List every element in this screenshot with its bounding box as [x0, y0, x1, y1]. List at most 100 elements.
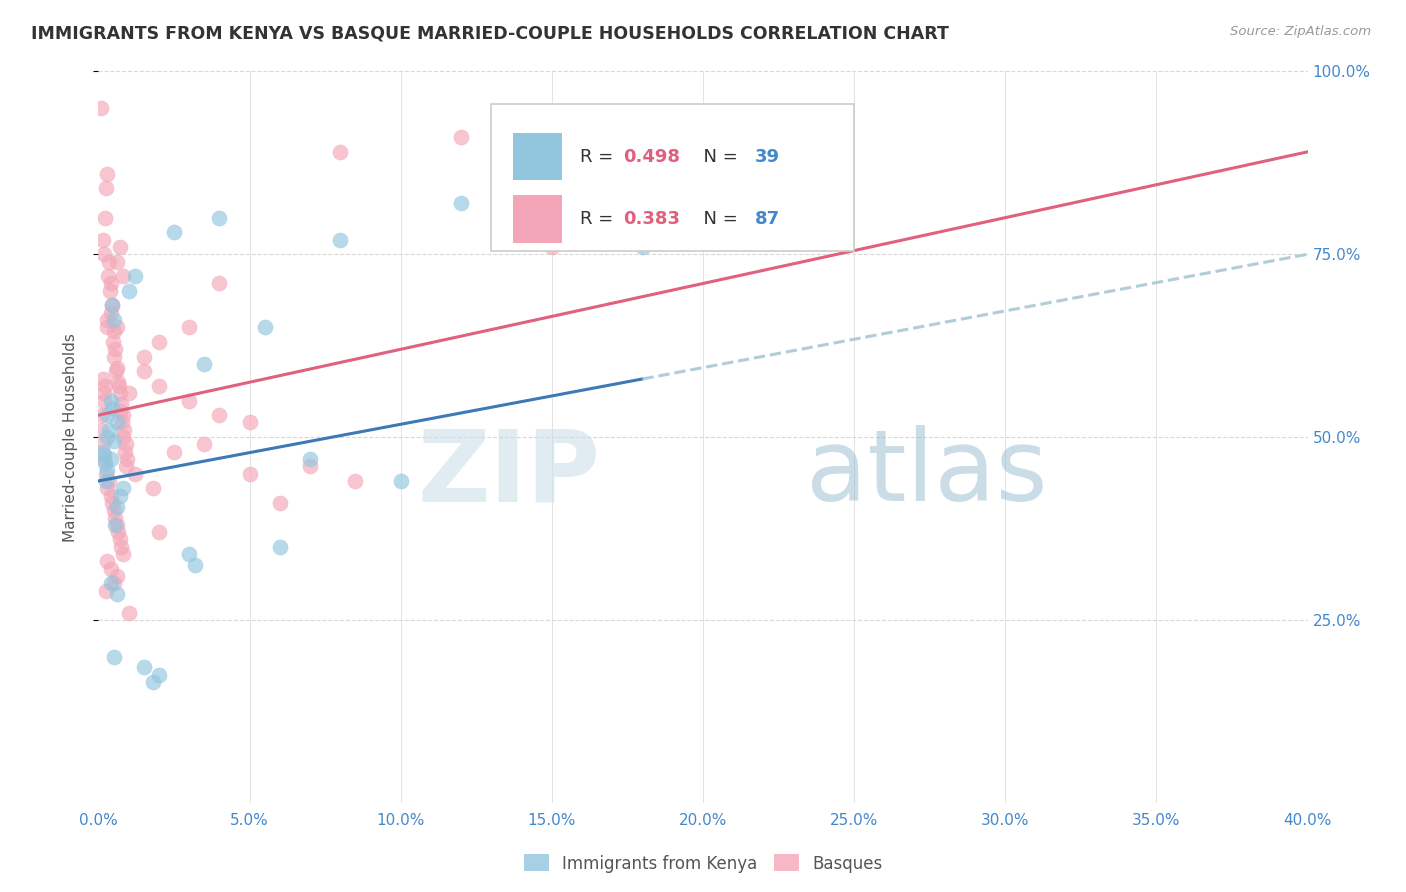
Text: R =: R = — [579, 211, 619, 228]
Point — [104, 343, 127, 357]
Point — [329, 145, 352, 159]
Point — [91, 371, 114, 385]
Point — [111, 481, 134, 495]
Point — [110, 397, 132, 411]
Bar — [513, 195, 561, 243]
FancyBboxPatch shape — [492, 104, 855, 251]
Point — [631, 240, 654, 254]
Point — [93, 386, 115, 401]
Point — [110, 540, 132, 554]
Point — [90, 423, 112, 437]
Point — [124, 467, 146, 481]
Point — [114, 444, 136, 458]
Point — [208, 211, 231, 225]
Point — [148, 667, 170, 681]
Point — [103, 313, 125, 327]
Point — [105, 254, 128, 268]
Point — [105, 517, 128, 532]
Point — [98, 423, 121, 437]
Point — [93, 452, 115, 467]
Point — [269, 540, 291, 554]
Point — [115, 459, 138, 474]
Point — [193, 437, 215, 451]
Point — [253, 320, 276, 334]
Point — [93, 448, 115, 462]
Point — [104, 510, 127, 524]
Point — [142, 675, 165, 690]
Point — [132, 350, 155, 364]
Point — [179, 393, 201, 408]
Point — [101, 334, 124, 349]
Point — [114, 437, 136, 451]
Point — [111, 269, 134, 284]
Point — [100, 452, 122, 467]
Point — [108, 379, 131, 393]
Point — [105, 360, 128, 375]
Point — [108, 533, 131, 547]
Point — [97, 269, 120, 284]
Point — [94, 181, 117, 195]
Point — [118, 606, 141, 620]
Point — [111, 416, 134, 430]
Point — [299, 459, 322, 474]
Point — [100, 306, 122, 320]
Point — [208, 408, 231, 422]
Point — [96, 554, 118, 568]
Point — [96, 408, 118, 422]
Point — [132, 660, 155, 674]
Point — [692, 152, 714, 166]
Point — [163, 444, 186, 458]
Point — [94, 456, 117, 470]
Point — [107, 375, 129, 389]
Point — [148, 334, 170, 349]
Point — [108, 386, 131, 401]
Point — [108, 404, 131, 418]
Point — [540, 240, 562, 254]
Point — [344, 474, 367, 488]
Point — [148, 379, 170, 393]
Point — [98, 284, 121, 298]
Point — [148, 525, 170, 540]
Point — [103, 324, 125, 338]
Text: 0.498: 0.498 — [623, 147, 681, 166]
Point — [96, 320, 118, 334]
Point — [103, 649, 125, 664]
Text: N =: N = — [692, 211, 744, 228]
Point — [91, 408, 114, 422]
Point — [108, 489, 131, 503]
Point — [94, 474, 117, 488]
Point — [208, 277, 231, 291]
Point — [179, 547, 201, 561]
Point — [105, 569, 128, 583]
Point — [100, 489, 122, 503]
Point — [193, 357, 215, 371]
Point — [100, 393, 122, 408]
Point — [107, 525, 129, 540]
Point — [101, 298, 124, 312]
Point — [299, 452, 322, 467]
Point — [103, 350, 125, 364]
Y-axis label: Married-couple Households: Married-couple Households — [63, 333, 77, 541]
Point — [101, 401, 124, 415]
Point — [389, 474, 412, 488]
Point — [101, 298, 124, 312]
Point — [91, 233, 114, 247]
Text: IMMIGRANTS FROM KENYA VS BASQUE MARRIED-COUPLE HOUSEHOLDS CORRELATION CHART: IMMIGRANTS FROM KENYA VS BASQUE MARRIED-… — [31, 25, 949, 43]
Text: 87: 87 — [755, 211, 780, 228]
Point — [105, 587, 128, 601]
Point — [96, 430, 118, 444]
Point — [450, 196, 472, 211]
Point — [100, 562, 122, 576]
Point — [108, 240, 131, 254]
Point — [93, 393, 115, 408]
Point — [111, 547, 134, 561]
Point — [96, 313, 118, 327]
Point — [118, 284, 141, 298]
Point — [132, 364, 155, 378]
Point — [101, 496, 124, 510]
Point — [105, 320, 128, 334]
Bar — [513, 133, 561, 180]
Point — [94, 583, 117, 598]
Point — [163, 225, 186, 239]
Point — [239, 467, 262, 481]
